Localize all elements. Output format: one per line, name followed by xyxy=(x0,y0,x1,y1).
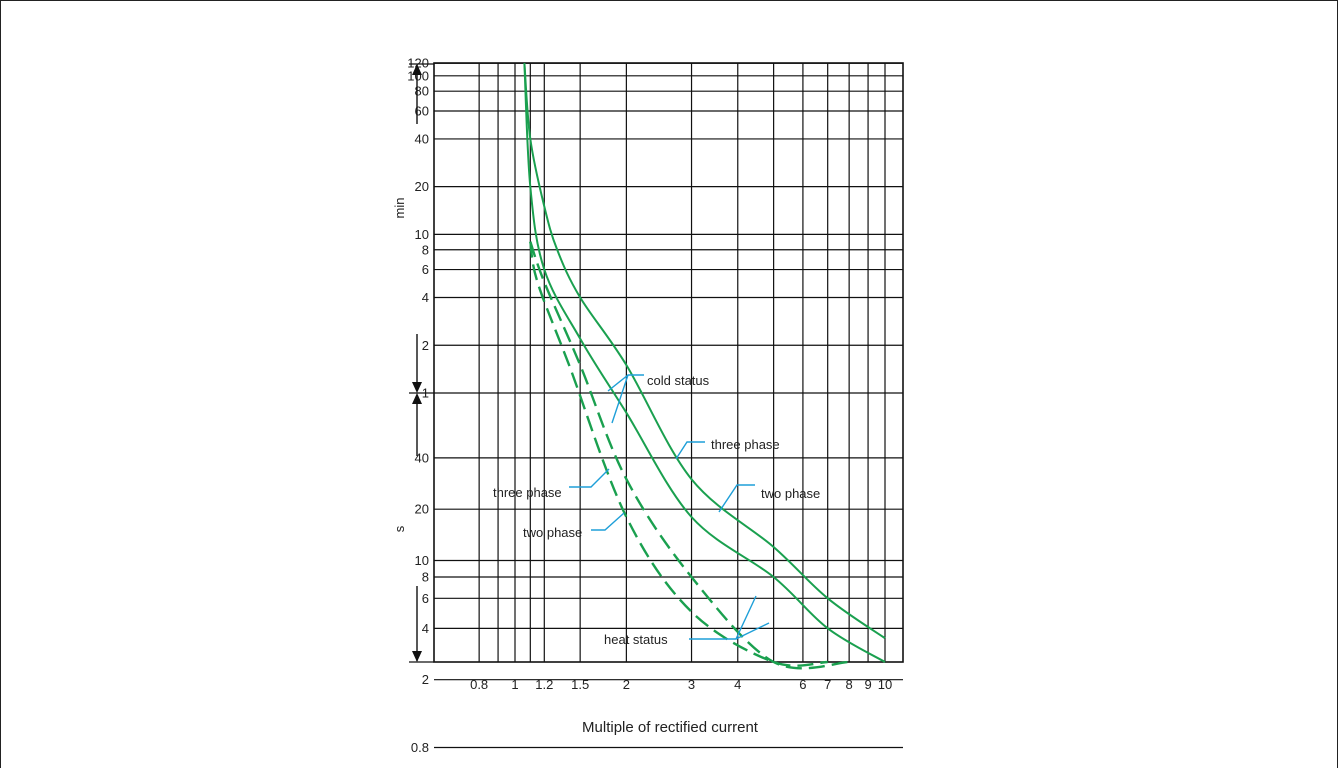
x-tick-label: 3 xyxy=(688,677,695,692)
leader-cold-two-phase xyxy=(718,484,755,513)
curves xyxy=(523,63,886,670)
y-tick-label: 2 xyxy=(422,672,429,687)
y-tick-label: 6 xyxy=(422,591,429,606)
x-tick-label: 2 xyxy=(623,677,630,692)
annotation-leaders xyxy=(569,374,770,640)
label-heat-status: heat status xyxy=(604,632,668,647)
label-cold-status: cold status xyxy=(647,373,710,388)
s-range-arrow-bottom xyxy=(412,651,422,662)
unit-markers xyxy=(409,63,434,663)
leader-heat-three-phase xyxy=(569,468,610,488)
y-tick-label: 40 xyxy=(415,131,429,146)
curve-cold-two-phase xyxy=(523,63,886,663)
x-tick-label: 0.8 xyxy=(470,677,488,692)
x-tick-label: 9 xyxy=(864,677,871,692)
curve-cold-three-phase xyxy=(523,63,886,640)
y-tick-label: 10 xyxy=(415,227,429,242)
grid-lines xyxy=(433,62,904,749)
leader-cold-three-phase xyxy=(675,441,705,460)
x-tick-label: 7 xyxy=(824,677,831,692)
y-tick-label: 40 xyxy=(415,450,429,465)
x-tick-label: 8 xyxy=(846,677,853,692)
x-tick-label: 4 xyxy=(734,677,741,692)
y-tick-label: 120 xyxy=(407,56,429,71)
y-tick-label: 8 xyxy=(422,570,429,585)
y-tick-label: 20 xyxy=(415,502,429,517)
x-tick-label: 10 xyxy=(878,677,892,692)
x-tick-labels: 0.8 1 1.2 1.5 2 3 4 6 7 8 9 10 xyxy=(470,677,892,692)
y-tick-label: 2 xyxy=(422,338,429,353)
curve-heat-two-phase xyxy=(529,241,828,667)
y-tick-label: 100 xyxy=(407,68,429,83)
y-tick-label: 4 xyxy=(422,290,429,305)
label-heat-two-phase: two phase xyxy=(523,525,582,540)
leader-heat-status-2 xyxy=(735,622,770,640)
min-range-arrow-top xyxy=(412,64,422,75)
y-unit-s: s xyxy=(392,525,407,532)
y-tick-label: 6 xyxy=(422,262,429,277)
x-tick-label: 1.2 xyxy=(535,677,553,692)
curve-heat-three-phase xyxy=(529,241,850,670)
label-cold-three-phase: three phase xyxy=(711,437,780,452)
x-axis-label: Multiple of rectified current xyxy=(582,719,759,736)
y-tick-label: 10 xyxy=(415,553,429,568)
y-tick-label: 80 xyxy=(415,84,429,99)
x-tick-label: 6 xyxy=(799,677,806,692)
min-range-arrow-bottom xyxy=(412,382,422,393)
leader-cold-status-2 xyxy=(607,374,629,392)
leader-heat-two-phase xyxy=(591,512,625,531)
y-tick-label: 60 xyxy=(415,103,429,118)
label-cold-two-phase: two phase xyxy=(761,486,820,501)
y-tick-label: 8 xyxy=(422,242,429,257)
y-tick-label: 20 xyxy=(415,179,429,194)
x-tick-label: 1 xyxy=(511,677,518,692)
y-unit-min: min xyxy=(392,198,407,219)
label-heat-three-phase: three phase xyxy=(493,485,562,500)
plot-border xyxy=(433,62,904,663)
x-tick-label: 1.5 xyxy=(571,677,589,692)
y-tick-label: 4 xyxy=(422,621,429,636)
y-tick-label: 0.8 xyxy=(411,740,429,755)
